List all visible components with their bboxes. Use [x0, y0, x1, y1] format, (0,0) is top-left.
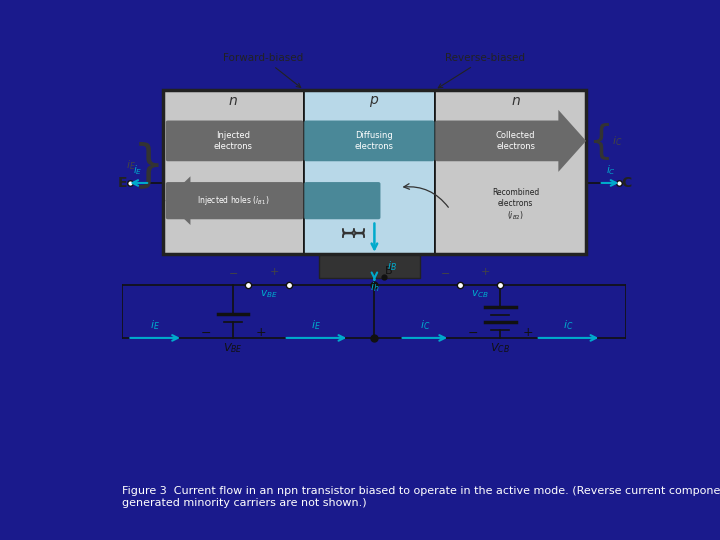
Text: {: { — [340, 221, 364, 238]
Bar — [163, 90, 304, 254]
Text: Reverse-biased: Reverse-biased — [438, 53, 526, 88]
Text: B: B — [384, 266, 392, 276]
Text: $-$: $-$ — [467, 326, 478, 339]
Text: $+$: $+$ — [480, 266, 490, 277]
FancyBboxPatch shape — [166, 120, 303, 161]
Bar — [163, 90, 586, 254]
Text: {: { — [588, 122, 613, 160]
Bar — [304, 90, 435, 254]
Text: $+$: $+$ — [269, 266, 279, 277]
Text: C: C — [621, 176, 631, 190]
Bar — [319, 254, 420, 278]
Polygon shape — [166, 176, 190, 225]
Text: $i_E$: $i_E$ — [132, 163, 143, 177]
Text: $V_{CB}$: $V_{CB}$ — [490, 341, 510, 355]
FancyBboxPatch shape — [166, 182, 303, 219]
Text: $v_{CB}$: $v_{CB}$ — [472, 288, 489, 300]
Text: Forward-biased: Forward-biased — [223, 53, 304, 87]
Text: $i_E$: $i_E$ — [312, 318, 321, 332]
Text: $+$: $+$ — [523, 326, 534, 339]
Text: $+$: $+$ — [256, 326, 266, 339]
Text: $n$: $n$ — [228, 94, 238, 108]
Text: $-$: $-$ — [228, 267, 238, 277]
Text: $i_C$: $i_C$ — [606, 163, 616, 177]
Polygon shape — [559, 110, 586, 172]
FancyBboxPatch shape — [436, 120, 560, 161]
Text: $i_h$: $i_h$ — [369, 280, 379, 294]
Text: $i_C$: $i_C$ — [420, 318, 430, 332]
Text: $i_E$: $i_E$ — [127, 158, 137, 172]
Text: $i_C$: $i_C$ — [612, 134, 623, 148]
Text: Injected
electrons: Injected electrons — [214, 131, 253, 151]
Text: $n$: $n$ — [510, 94, 521, 108]
Bar — [435, 90, 586, 254]
Text: }: } — [132, 141, 164, 189]
Text: $-$: $-$ — [440, 267, 450, 277]
Text: $i_E$: $i_E$ — [150, 318, 160, 332]
Text: Injected holes $(i_{B1})$: Injected holes $(i_{B1})$ — [197, 194, 269, 207]
FancyBboxPatch shape — [305, 120, 434, 161]
FancyBboxPatch shape — [305, 182, 380, 219]
Text: $-$: $-$ — [200, 326, 211, 339]
Text: Collected
electrons: Collected electrons — [496, 131, 535, 151]
Text: E: E — [117, 176, 127, 190]
Text: }: } — [340, 221, 364, 238]
Text: Figure 3  Current flow in an npn transistor biased to operate in the active mode: Figure 3 Current flow in an npn transist… — [122, 486, 720, 508]
Text: $i_B$: $i_B$ — [387, 259, 397, 273]
Text: $p$: $p$ — [369, 93, 379, 109]
Text: Recombined
electrons
$(i_{B2})$: Recombined electrons $(i_{B2})$ — [492, 188, 539, 222]
Text: Diffusing
electrons: Diffusing electrons — [355, 131, 394, 151]
Text: $V_{BE}$: $V_{BE}$ — [223, 341, 243, 355]
Text: $i_C$: $i_C$ — [563, 318, 574, 332]
Text: $v_{BE}$: $v_{BE}$ — [260, 288, 277, 300]
